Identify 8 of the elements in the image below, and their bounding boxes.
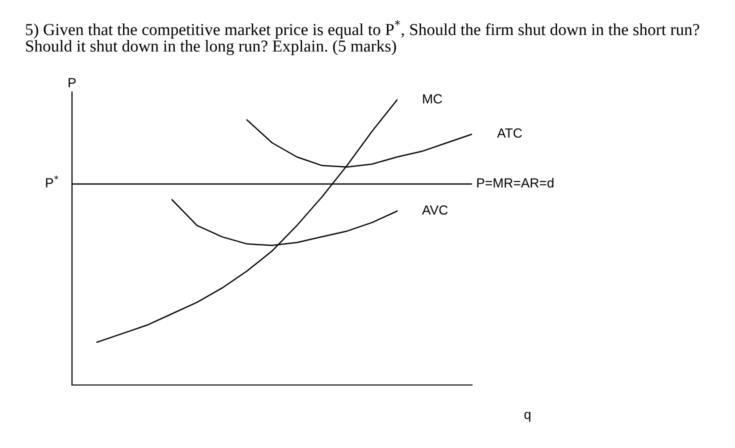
series-label: ATC [497, 128, 522, 138]
text: P$^{*}$ [46, 175, 58, 188]
y-axis-title: P [68, 78, 76, 88]
ref-line-label: P=MR=AR=d [477, 178, 554, 188]
series-label: AVC [422, 205, 448, 215]
series-label: MC [423, 94, 442, 104]
x-axis-title: q [524, 412, 530, 422]
chart-title: 5) Given that the competitive market price is equal to P$^{*}$, Should the firm shut down in the short run? Should it shut down in the long run? Explain. (5 marks) [26, 20, 700, 56]
